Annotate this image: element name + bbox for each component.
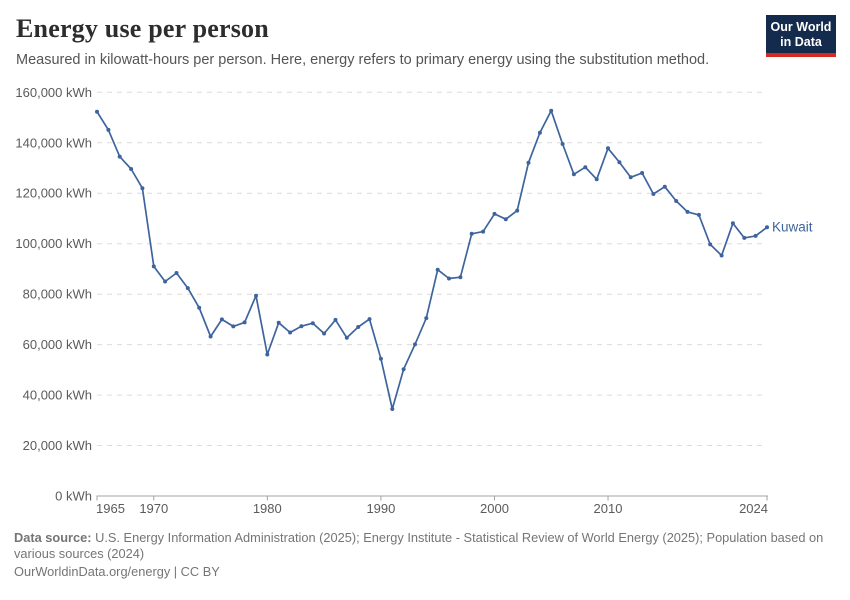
series-label-kuwait[interactable]: Kuwait <box>772 219 813 234</box>
owid-logo-line2: in Data <box>780 35 822 49</box>
data-source-text: U.S. Energy Information Administration (… <box>14 530 824 561</box>
data-source-label: Data source: <box>14 530 92 545</box>
svg-text:1990: 1990 <box>366 501 395 516</box>
svg-text:0 kWh: 0 kWh <box>55 489 92 504</box>
svg-text:20,000 kWh: 20,000 kWh <box>23 438 92 453</box>
svg-text:1965: 1965 <box>96 501 125 516</box>
chart-footer: Data source: U.S. Energy Information Adm… <box>14 530 826 580</box>
svg-text:40,000 kWh: 40,000 kWh <box>23 388 92 403</box>
page-title: Energy use per person <box>16 14 269 43</box>
svg-text:2010: 2010 <box>594 501 623 516</box>
x-axis <box>96 495 768 501</box>
line-chart-canvas[interactable]: 0 kWh 20,000 kWh 40,000 kWh 60,000 kWh 80,00… <box>0 80 850 535</box>
svg-text:1980: 1980 <box>253 501 282 516</box>
svg-text:80,000 kWh: 80,000 kWh <box>23 287 92 302</box>
svg-text:1970: 1970 <box>139 501 168 516</box>
svg-text:140,000 kWh: 140,000 kWh <box>15 135 92 150</box>
owid-logo-line1: Our World <box>770 20 832 34</box>
y-gridlines <box>97 91 767 446</box>
chart-subtitle: Measured in kilowatt-hours per person. H… <box>16 52 710 68</box>
svg-text:2024: 2024 <box>739 501 768 516</box>
svg-text:120,000 kWh: 120,000 kWh <box>15 186 92 201</box>
series-points-kuwait <box>95 108 769 411</box>
owid-logo[interactable]: Our World in Data <box>766 15 836 57</box>
svg-text:160,000 kWh: 160,000 kWh <box>15 85 92 100</box>
svg-text:Kuwait: Kuwait <box>772 219 813 234</box>
svg-text:60,000 kWh: 60,000 kWh <box>23 337 92 352</box>
y-axis-labels: 0 kWh 20,000 kWh 40,000 kWh 60,000 kWh 80,00… <box>15 85 92 504</box>
svg-text:2000: 2000 <box>480 501 509 516</box>
series-line-kuwait[interactable] <box>96 109 768 410</box>
x-axis-labels: 1965 1970 1980 1990 2000 2010 2024 <box>96 501 768 516</box>
footer-link[interactable]: OurWorldinData.org/energy | CC BY <box>14 564 220 579</box>
data-source-line: Data source: U.S. Energy Information Adm… <box>14 530 826 561</box>
svg-text:100,000 kWh: 100,000 kWh <box>15 236 92 251</box>
